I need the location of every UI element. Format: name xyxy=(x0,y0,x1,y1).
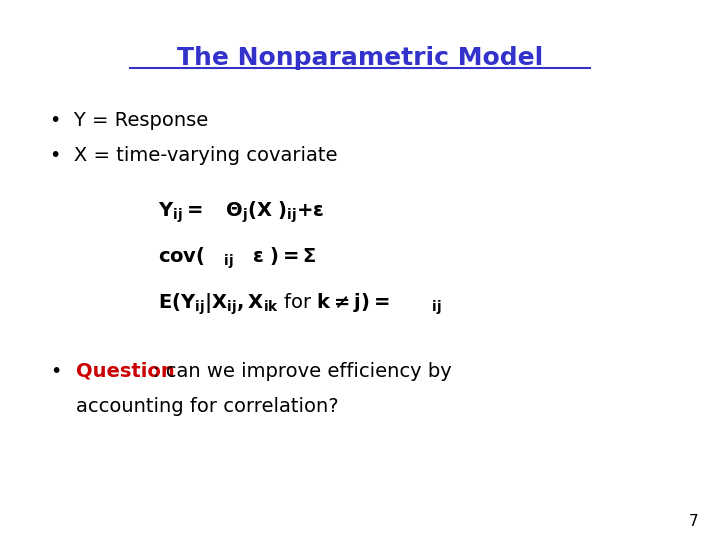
Text: $\mathbf{cov(\quad{}_{ij}\quad\varepsilon\ ){=}\Sigma}$: $\mathbf{cov(\quad{}_{ij}\quad\varepsilo… xyxy=(158,246,317,271)
Text: •: • xyxy=(50,362,62,381)
Text: •  Y = Response: • Y = Response xyxy=(50,111,209,130)
Text: : can we improve efficiency by: : can we improve efficiency by xyxy=(153,362,452,381)
Text: 7: 7 xyxy=(689,514,698,529)
Text: •  X = time-varying covariate: • X = time-varying covariate xyxy=(50,146,338,165)
Text: $\mathbf{E(Y_{ij}|X_{ij},X_{ik}\ \mathrm{for}\ k\neq j){=}\qquad{}_{ij}}$: $\mathbf{E(Y_{ij}|X_{ij},X_{ik}\ \mathrm… xyxy=(158,292,442,317)
Text: The Nonparametric Model: The Nonparametric Model xyxy=(177,46,543,70)
Text: $\mathbf{Y_{ij}{=}\quad\Theta_{j}(X\ )_{ij}{+}\varepsilon}$: $\mathbf{Y_{ij}{=}\quad\Theta_{j}(X\ )_{… xyxy=(158,200,325,225)
Text: Question: Question xyxy=(76,362,174,381)
Text: accounting for correlation?: accounting for correlation? xyxy=(76,397,338,416)
